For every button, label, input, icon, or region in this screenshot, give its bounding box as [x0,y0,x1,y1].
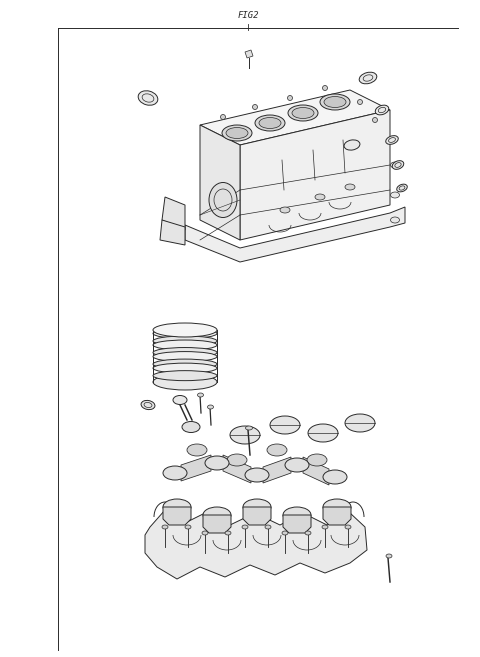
Ellipse shape [202,531,208,535]
Ellipse shape [153,359,217,369]
Ellipse shape [391,217,399,223]
Ellipse shape [282,531,288,535]
Ellipse shape [153,363,217,373]
Ellipse shape [308,424,338,442]
Polygon shape [223,455,251,483]
Polygon shape [240,110,390,240]
Circle shape [372,118,377,122]
Ellipse shape [230,426,260,444]
Ellipse shape [153,323,217,337]
Polygon shape [145,510,367,579]
Ellipse shape [324,97,346,108]
Ellipse shape [305,531,311,535]
Ellipse shape [323,470,347,484]
Ellipse shape [163,466,187,480]
Ellipse shape [207,405,214,409]
Ellipse shape [267,444,287,456]
Ellipse shape [163,499,191,515]
Ellipse shape [270,416,300,434]
Ellipse shape [345,184,355,190]
Polygon shape [323,507,351,525]
Polygon shape [181,455,211,481]
Polygon shape [200,90,390,145]
Polygon shape [185,207,405,262]
Ellipse shape [345,414,375,432]
Ellipse shape [205,456,229,470]
Circle shape [358,99,362,104]
Ellipse shape [187,444,207,456]
Ellipse shape [255,115,285,131]
Ellipse shape [226,127,248,139]
Ellipse shape [245,426,252,430]
Text: FIG2: FIG2 [237,12,259,20]
Ellipse shape [242,525,248,529]
Ellipse shape [315,194,325,200]
Polygon shape [162,197,185,230]
Ellipse shape [285,458,309,472]
Ellipse shape [153,348,217,357]
Ellipse shape [222,125,252,141]
Ellipse shape [185,525,191,529]
Ellipse shape [283,507,311,523]
Ellipse shape [227,454,247,466]
Ellipse shape [265,525,271,529]
Ellipse shape [153,371,217,380]
Ellipse shape [386,135,398,145]
Ellipse shape [320,94,350,110]
Ellipse shape [182,422,200,432]
Polygon shape [203,515,231,533]
Ellipse shape [153,374,217,390]
Ellipse shape [359,72,377,84]
Polygon shape [303,457,329,485]
Ellipse shape [345,525,351,529]
Ellipse shape [245,468,269,482]
Polygon shape [160,220,185,245]
Polygon shape [245,50,253,58]
Ellipse shape [375,105,389,115]
Ellipse shape [138,91,158,105]
Ellipse shape [225,531,231,535]
Ellipse shape [173,396,187,405]
Ellipse shape [386,554,392,558]
Ellipse shape [288,105,318,121]
Ellipse shape [153,340,217,350]
Ellipse shape [162,525,168,529]
Ellipse shape [323,499,351,515]
Ellipse shape [392,161,404,170]
Ellipse shape [307,454,327,466]
Polygon shape [243,507,271,525]
Polygon shape [263,457,291,483]
Ellipse shape [141,400,155,409]
Ellipse shape [153,351,217,361]
Ellipse shape [391,192,399,198]
Ellipse shape [322,525,328,529]
Ellipse shape [197,393,204,397]
Ellipse shape [292,108,314,118]
Ellipse shape [153,336,217,346]
Ellipse shape [209,183,237,217]
Ellipse shape [153,328,217,338]
Circle shape [220,114,226,120]
Polygon shape [200,125,240,240]
Polygon shape [283,515,311,533]
Circle shape [288,95,292,101]
Ellipse shape [344,140,360,150]
Ellipse shape [203,507,231,523]
Circle shape [323,85,327,91]
Ellipse shape [259,118,281,129]
Ellipse shape [397,184,407,192]
Ellipse shape [243,499,271,515]
Polygon shape [163,507,191,525]
Circle shape [252,104,257,110]
Ellipse shape [280,207,290,213]
Ellipse shape [391,162,399,168]
